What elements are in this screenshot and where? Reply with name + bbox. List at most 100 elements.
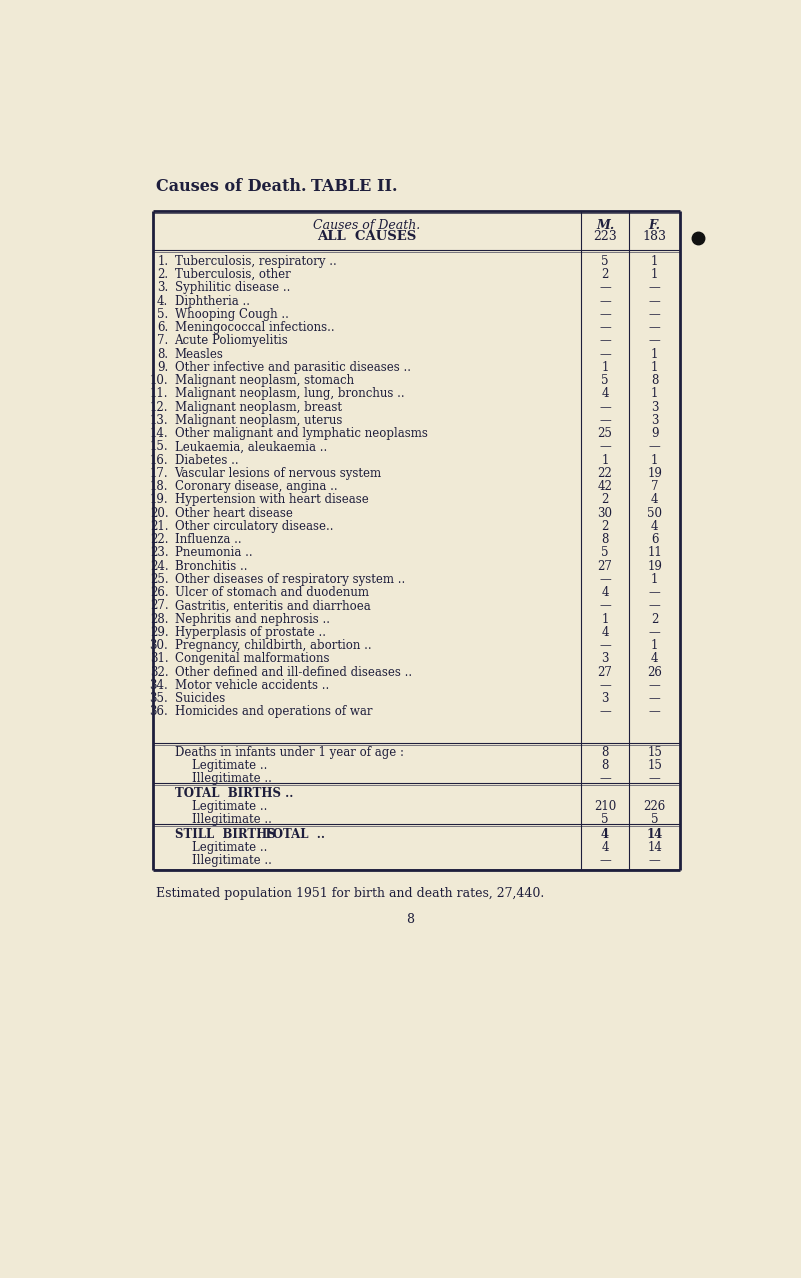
Text: 19: 19 xyxy=(647,560,662,573)
Text: Pregnancy, childbirth, abortion ..: Pregnancy, childbirth, abortion .. xyxy=(175,639,371,652)
Text: 4: 4 xyxy=(602,841,609,854)
Text: 20.: 20. xyxy=(150,506,168,520)
Text: —: — xyxy=(649,599,661,612)
Text: Bronchitis ..: Bronchitis .. xyxy=(175,560,247,573)
Text: 1: 1 xyxy=(602,360,609,374)
Text: 4: 4 xyxy=(602,626,609,639)
Text: M.: M. xyxy=(596,219,614,231)
Text: 7.: 7. xyxy=(157,335,168,348)
Text: Malignant neoplasm, lung, bronchus ..: Malignant neoplasm, lung, bronchus .. xyxy=(175,387,405,400)
Text: Other malignant and lymphatic neoplasms: Other malignant and lymphatic neoplasms xyxy=(175,427,428,440)
Text: 2.: 2. xyxy=(157,268,168,281)
Text: 8.: 8. xyxy=(157,348,168,360)
Text: 16.: 16. xyxy=(150,454,168,466)
Text: 13.: 13. xyxy=(150,414,168,427)
Text: —: — xyxy=(649,626,661,639)
Text: 6: 6 xyxy=(651,533,658,546)
Text: 21.: 21. xyxy=(150,520,168,533)
Text: Acute Poliomyelitis: Acute Poliomyelitis xyxy=(175,335,288,348)
Text: 5.: 5. xyxy=(157,308,168,321)
Text: 1: 1 xyxy=(651,454,658,466)
Text: 8: 8 xyxy=(602,533,609,546)
Text: TOTAL  BIRTHS ..: TOTAL BIRTHS .. xyxy=(175,787,293,800)
Text: 4: 4 xyxy=(651,520,658,533)
Text: Nephritis and nephrosis ..: Nephritis and nephrosis .. xyxy=(175,612,329,626)
Text: 8: 8 xyxy=(651,374,658,387)
Text: TOTAL  ..: TOTAL .. xyxy=(264,828,324,841)
Text: 1: 1 xyxy=(651,387,658,400)
Text: —: — xyxy=(649,705,661,718)
Text: Tuberculosis, respiratory ..: Tuberculosis, respiratory .. xyxy=(175,256,336,268)
Text: 24.: 24. xyxy=(150,560,168,573)
Text: —: — xyxy=(599,414,611,427)
Text: Homicides and operations of war: Homicides and operations of war xyxy=(175,705,372,718)
Text: Deaths in infants under 1 year of age :: Deaths in infants under 1 year of age : xyxy=(175,746,404,759)
Text: 1: 1 xyxy=(651,256,658,268)
Text: Illegitimate ..: Illegitimate .. xyxy=(191,813,272,827)
Text: Estimated population 1951 for birth and death rates, 27,440.: Estimated population 1951 for birth and … xyxy=(156,887,544,900)
Text: —: — xyxy=(599,854,611,866)
Text: 25: 25 xyxy=(598,427,613,440)
Text: Motor vehicle accidents ..: Motor vehicle accidents .. xyxy=(175,679,328,691)
Text: —: — xyxy=(599,308,611,321)
Text: Legitimate ..: Legitimate .. xyxy=(191,800,267,813)
Text: —: — xyxy=(649,854,661,866)
Text: 50: 50 xyxy=(647,506,662,520)
Text: —: — xyxy=(649,295,661,308)
Text: 4: 4 xyxy=(602,587,609,599)
Text: Whooping Cough ..: Whooping Cough .. xyxy=(175,308,288,321)
Text: 32.: 32. xyxy=(150,666,168,679)
Text: 26.: 26. xyxy=(150,587,168,599)
Text: 42: 42 xyxy=(598,481,613,493)
Text: 4: 4 xyxy=(651,652,658,666)
Text: 30: 30 xyxy=(598,506,613,520)
Text: Vascular lesions of nervous system: Vascular lesions of nervous system xyxy=(175,466,381,481)
Text: Malignant neoplasm, stomach: Malignant neoplasm, stomach xyxy=(175,374,354,387)
Text: 26: 26 xyxy=(647,666,662,679)
Text: 29.: 29. xyxy=(150,626,168,639)
Text: 15.: 15. xyxy=(150,441,168,454)
Text: —: — xyxy=(599,679,611,691)
Text: Measles: Measles xyxy=(175,348,223,360)
Text: 27: 27 xyxy=(598,560,613,573)
Text: Causes of Death.: Causes of Death. xyxy=(313,219,421,231)
Text: Hypertension with heart disease: Hypertension with heart disease xyxy=(175,493,368,506)
Text: 4: 4 xyxy=(651,493,658,506)
Text: 5: 5 xyxy=(651,813,658,827)
Text: Causes of Death.: Causes of Death. xyxy=(156,178,307,196)
Text: 18.: 18. xyxy=(150,481,168,493)
Text: Leukaemia, aleukaemia ..: Leukaemia, aleukaemia .. xyxy=(175,441,327,454)
Text: 3: 3 xyxy=(651,414,658,427)
Text: —: — xyxy=(599,639,611,652)
Text: ALL  CAUSES: ALL CAUSES xyxy=(317,230,417,243)
Text: Illegitimate ..: Illegitimate .. xyxy=(191,854,272,866)
Text: Diabetes ..: Diabetes .. xyxy=(175,454,238,466)
Text: Tuberculosis, other: Tuberculosis, other xyxy=(175,268,290,281)
Text: Meningococcal infections..: Meningococcal infections.. xyxy=(175,321,334,335)
Text: —: — xyxy=(599,348,611,360)
Text: —: — xyxy=(649,679,661,691)
Text: 9.: 9. xyxy=(157,360,168,374)
Text: 15: 15 xyxy=(647,746,662,759)
Text: —: — xyxy=(599,295,611,308)
Text: 2: 2 xyxy=(602,520,609,533)
Text: 1.: 1. xyxy=(157,256,168,268)
Text: 27.: 27. xyxy=(150,599,168,612)
Text: 3.: 3. xyxy=(157,281,168,294)
Text: —: — xyxy=(649,281,661,294)
Text: Influenza ..: Influenza .. xyxy=(175,533,241,546)
Text: F.: F. xyxy=(649,219,661,231)
Text: TABLE II.: TABLE II. xyxy=(311,178,397,196)
Text: —: — xyxy=(599,599,611,612)
Text: 9: 9 xyxy=(651,427,658,440)
Text: 5: 5 xyxy=(602,256,609,268)
Text: 8: 8 xyxy=(602,746,609,759)
Text: Malignant neoplasm, uterus: Malignant neoplasm, uterus xyxy=(175,414,342,427)
Text: 10.: 10. xyxy=(150,374,168,387)
Text: —: — xyxy=(599,573,611,585)
Text: Congenital malformations: Congenital malformations xyxy=(175,652,329,666)
Text: 2: 2 xyxy=(602,493,609,506)
Text: 5: 5 xyxy=(602,374,609,387)
Text: 23.: 23. xyxy=(150,547,168,560)
Text: 22.: 22. xyxy=(150,533,168,546)
